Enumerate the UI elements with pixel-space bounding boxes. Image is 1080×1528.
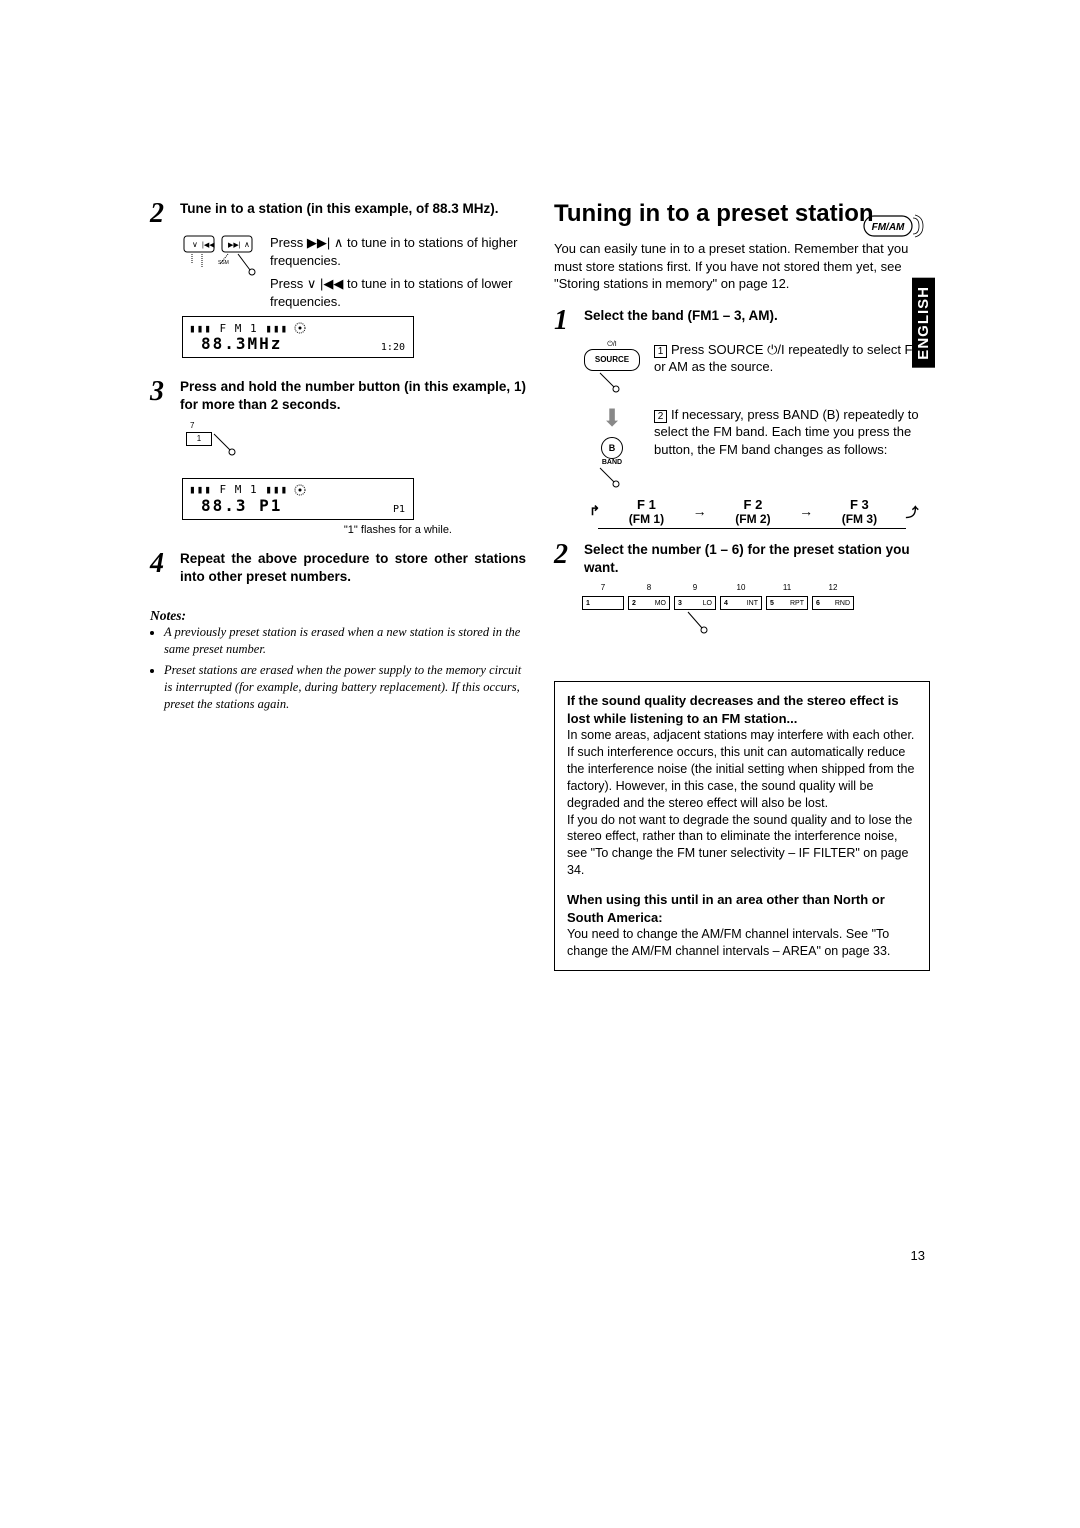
tune-down-text: Press ∨ |◀◀ to tune in to stations of lo… — [270, 275, 526, 310]
step-number: 1 — [554, 307, 576, 335]
preset-btn-6[interactable]: 6RND — [812, 596, 854, 610]
preset-btn-4[interactable]: 4INT — [720, 596, 762, 610]
band-fm2: (FM 2) — [735, 512, 770, 526]
tip-p1: In some areas, adjacent stations may int… — [567, 727, 917, 811]
page-number: 13 — [911, 1248, 925, 1263]
tip-p2: If you do not want to degrade the sound … — [567, 812, 917, 880]
band-flow-diagram: ↱ F 1(FM 1) → F 2(FM 2) → F 3(FM 3) ⤴ — [578, 497, 930, 526]
step-number: 2 — [554, 541, 576, 577]
preset-button-1[interactable]: 1 — [186, 432, 212, 446]
step-2r: 2 Select the number (1 – 6) for the pres… — [554, 541, 930, 577]
display-band: ▮▮▮ F M 1 ▮▮▮ — [189, 322, 288, 335]
preset-btn-1[interactable]: 1 — [582, 596, 624, 610]
right-column: Tuning in to a preset station You can ea… — [554, 200, 930, 971]
step-number: 3 — [150, 378, 172, 414]
step-title: Tune in to a station (in this example, o… — [180, 200, 526, 218]
tip-box: If the sound quality decreases and the s… — [554, 681, 930, 971]
tip-heading-1: If the sound quality decreases and the s… — [567, 692, 917, 727]
preset-label: 11 — [766, 583, 808, 592]
note-item: Preset stations are erased when the powe… — [164, 662, 526, 713]
display-panel-2: ▮▮▮ F M 1 ▮▮▮ 88.3 P1 P1 — [182, 478, 414, 520]
button-top-label: 7 — [190, 421, 526, 430]
band-fm3: (FM 3) — [842, 512, 877, 526]
band-button[interactable]: B — [601, 437, 623, 459]
fm-am-badge: FM/AM — [863, 212, 925, 240]
step-4: 4 Repeat the above procedure to store ot… — [150, 550, 526, 586]
press-indicator-icon — [598, 466, 628, 490]
band-fm1: (FM 1) — [629, 512, 664, 526]
display-band: ▮▮▮ F M 1 ▮▮▮ — [189, 483, 288, 496]
flash-caption: "1" flashes for a while. — [150, 524, 452, 536]
source-button[interactable]: SOURCE — [584, 349, 640, 371]
substep-2-icon: 2 — [654, 410, 667, 423]
preset-top-labels: 7 8 9 10 11 12 — [582, 583, 930, 592]
svg-text:▶▶|: ▶▶| — [228, 242, 241, 249]
notes-heading: Notes: — [150, 608, 526, 624]
preset-btn-3[interactable]: 3LO — [674, 596, 716, 610]
step-number: 2 — [150, 200, 172, 228]
step-title: Press and hold the number button (in thi… — [180, 378, 526, 414]
step-1: 1 Select the band (FM1 – 3, AM). — [554, 307, 930, 335]
display-panel-1: ▮▮▮ F M 1 ▮▮▮ 88.3MHz 1:20 — [182, 316, 414, 358]
preset-label: 9 — [674, 583, 716, 592]
preset-label: 10 — [720, 583, 762, 592]
press-indicator-icon — [212, 430, 242, 460]
svg-text:FM/AM: FM/AM — [872, 222, 905, 233]
step-3: 3 Press and hold the number button (in t… — [150, 378, 526, 414]
display-preset: P1 — [393, 504, 405, 515]
step-title: Repeat the above procedure to store othe… — [180, 550, 526, 586]
display-freq: 88.3 P1 — [201, 496, 282, 515]
left-column: 2 Tune in to a station (in this example,… — [150, 200, 526, 971]
substep-1-text: Press SOURCE ⏻/I repeatedly to select FM… — [654, 342, 923, 375]
disc-icon — [292, 321, 308, 335]
display-freq: 88.3MHz — [201, 334, 282, 353]
language-tab: ENGLISH — [912, 278, 935, 368]
band-f3: F 3 — [850, 497, 869, 512]
intro-paragraph: You can easily tune in to a preset stati… — [554, 240, 930, 293]
band-f2: F 2 — [744, 497, 763, 512]
preset-label: 8 — [628, 583, 670, 592]
preset-btn-5[interactable]: 5RPT — [766, 596, 808, 610]
substep-2-text: If necessary, press BAND (B) repeatedly … — [654, 407, 919, 457]
content-columns: 2 Tune in to a station (in this example,… — [150, 200, 930, 971]
preset-button-row: 1 2MO 3LO 4INT 5RPT 6RND — [582, 596, 930, 610]
tune-button-graphic: ∨ |◀◀ ▶▶| ∧ SSM — [182, 234, 260, 310]
step-title: Select the number (1 – 6) for the preset… — [584, 541, 930, 577]
down-arrow-icon: ⬇ — [584, 404, 640, 433]
preset-label: 7 — [582, 583, 624, 592]
step-2: 2 Tune in to a station (in this example,… — [150, 200, 526, 228]
tip-heading-2: When using this until in an area other t… — [567, 891, 917, 926]
substep-1-icon: 1 — [654, 345, 667, 358]
svg-text:|◀◀: |◀◀ — [202, 242, 215, 249]
preset-label: 12 — [812, 583, 854, 592]
display-clock: 1:20 — [381, 342, 405, 353]
disc-icon — [292, 483, 308, 497]
band-f1: F 1 — [637, 497, 656, 512]
tune-up-text: Press ▶▶| ∧ to tune in to stations of hi… — [270, 234, 526, 269]
svg-text:∧: ∧ — [244, 240, 250, 249]
power-label: ⏻/I — [584, 341, 640, 349]
band-label: BAND — [584, 459, 640, 466]
notes-list: A previously preset station is erased wh… — [164, 624, 526, 712]
tip-p3: You need to change the AM/FM channel int… — [567, 926, 917, 960]
svg-text:SSM: SSM — [218, 260, 229, 266]
preset-btn-2[interactable]: 2MO — [628, 596, 670, 610]
svg-text:∨: ∨ — [192, 240, 198, 249]
press-indicator-icon — [684, 610, 714, 636]
step-number: 4 — [150, 550, 172, 586]
press-indicator-icon — [598, 371, 628, 395]
step-title: Select the band (FM1 – 3, AM). — [584, 307, 930, 325]
note-item: A previously preset station is erased wh… — [164, 624, 526, 658]
